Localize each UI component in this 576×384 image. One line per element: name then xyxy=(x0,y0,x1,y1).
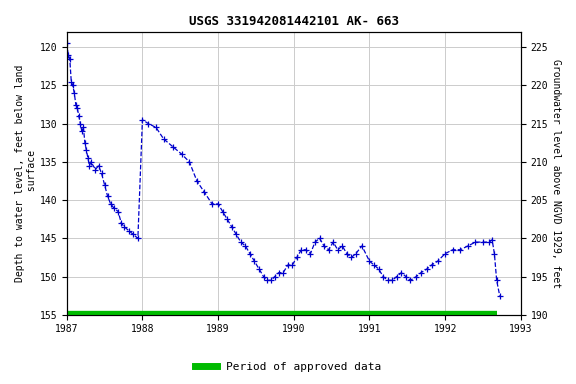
Title: USGS 331942081442101 AK- 663: USGS 331942081442101 AK- 663 xyxy=(189,15,399,28)
Legend: Period of approved data: Period of approved data xyxy=(191,358,385,377)
Y-axis label: Depth to water level, feet below land
 surface: Depth to water level, feet below land su… xyxy=(15,65,37,282)
Y-axis label: Groundwater level above NGVD 1929, feet: Groundwater level above NGVD 1929, feet xyxy=(551,59,561,288)
